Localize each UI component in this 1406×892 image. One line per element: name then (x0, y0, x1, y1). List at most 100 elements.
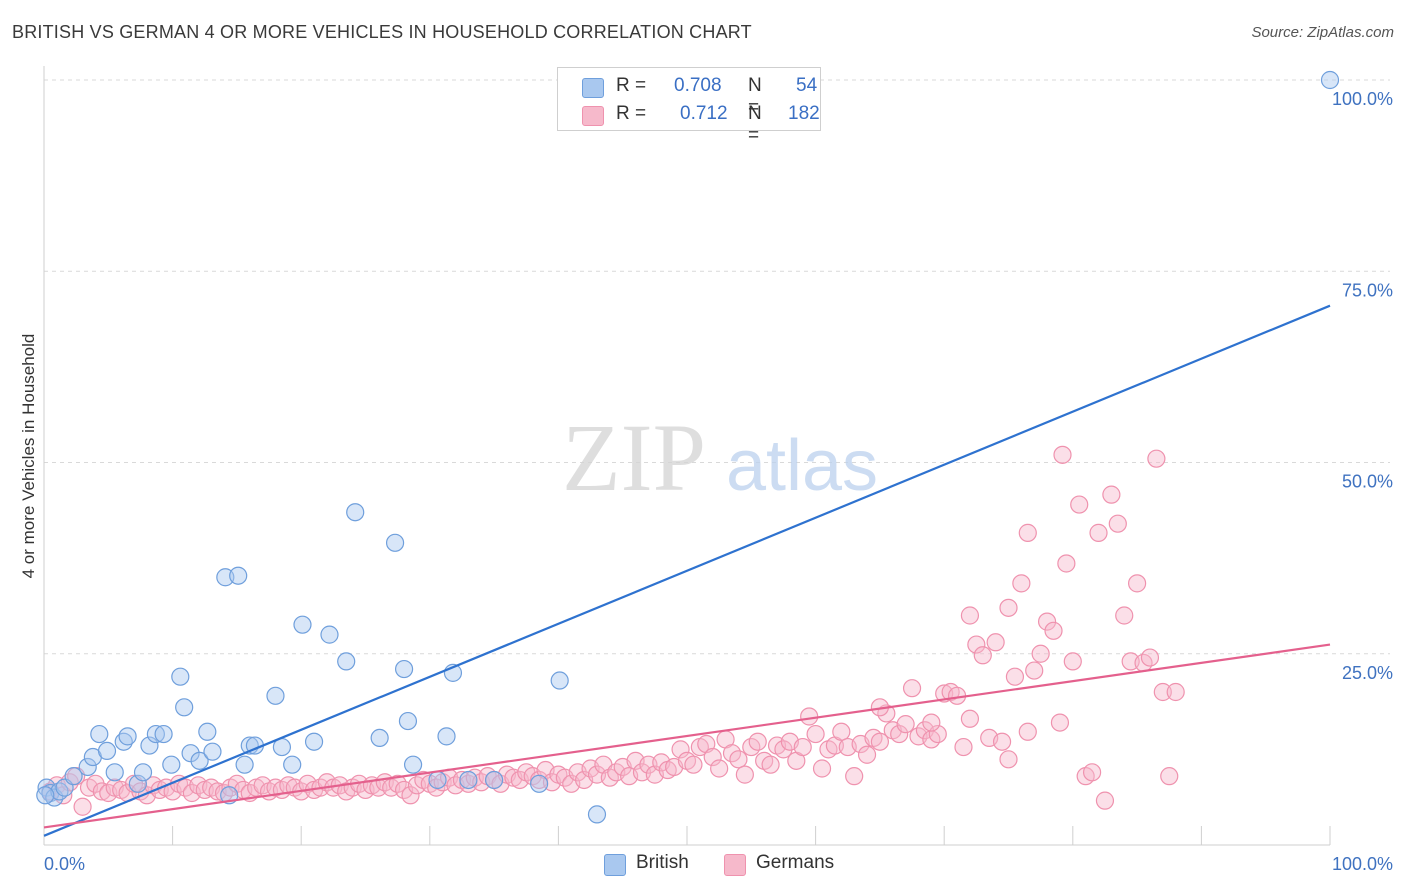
bottom-british-label: British (636, 852, 689, 873)
bottom-germans-label: Germans (756, 852, 835, 873)
germans-point (1070, 495, 1089, 514)
chart-title: BRITISH VS GERMAN 4 OR MORE VEHICLES IN … (12, 22, 752, 42)
germans-point (710, 759, 729, 778)
british-points (36, 70, 1340, 824)
british-point (283, 755, 302, 774)
germans-swatch (582, 106, 604, 126)
british-point (235, 755, 254, 774)
british-point (198, 722, 217, 741)
british-point (346, 503, 365, 522)
british-point (171, 667, 190, 686)
germans-point (1025, 661, 1044, 680)
british-point (190, 751, 209, 770)
germans-point (1127, 574, 1147, 593)
bottom-germans-swatch (724, 854, 746, 876)
germans-point (1012, 574, 1031, 593)
british-point (587, 805, 607, 824)
y-tick-label: 75.0% (1342, 280, 1393, 300)
zipatlas-watermark: ZIP atlas (562, 404, 878, 511)
germans-point (870, 732, 890, 751)
germans-point (1089, 523, 1108, 542)
british-r-label: R = (616, 75, 647, 96)
germans-point (401, 786, 420, 805)
germans-point (684, 755, 703, 774)
germans-point (1031, 644, 1050, 663)
germans-point (729, 750, 748, 769)
y-tick-label: 25.0% (1342, 663, 1393, 683)
british-point (337, 652, 356, 671)
british-point (428, 770, 447, 790)
british-n-label: N = (748, 75, 762, 118)
british-point (133, 763, 153, 782)
germans-point (1102, 485, 1121, 504)
british-point (175, 698, 194, 717)
british-point (64, 767, 83, 786)
british-point (146, 724, 165, 744)
germans-point (1153, 682, 1172, 702)
germans-point (999, 750, 1018, 769)
germans-point (800, 707, 819, 726)
germans-n-label: N = (748, 103, 762, 146)
grid-lines (44, 79, 1390, 655)
y-tick-label: 100.0% (1332, 89, 1393, 109)
germans-point (967, 635, 986, 654)
germans-r-value: 0.712 (680, 103, 728, 124)
correlation-legend: R = 0.708 N = 54 R = 0.712 N = 182 (557, 67, 821, 146)
british-n-value: 54 (796, 75, 818, 96)
germans-point (1166, 682, 1185, 702)
trend-lines (43, 304, 1331, 837)
germans-point (735, 765, 754, 784)
germans-point (1063, 652, 1082, 671)
germans-point (1057, 554, 1076, 573)
germans-point (960, 709, 980, 728)
germans-point (761, 755, 780, 774)
british-point (385, 533, 405, 552)
germans-r-label: R = (616, 103, 647, 124)
germans-point (1018, 523, 1037, 542)
british-point (78, 757, 97, 777)
germans-point (703, 747, 722, 767)
british-point (90, 724, 109, 744)
british-point (97, 741, 117, 761)
germans-trend-line (43, 643, 1331, 829)
germans-point (806, 724, 825, 744)
british-point (293, 615, 312, 634)
british-point (403, 755, 423, 774)
british-point (320, 625, 339, 644)
germans-point (1050, 713, 1070, 732)
british-point (530, 774, 549, 793)
british-point (105, 763, 124, 782)
germans-point (902, 679, 922, 698)
british-r-value: 0.708 (674, 75, 722, 96)
british-point (266, 686, 285, 705)
bottom-british-swatch (604, 854, 626, 876)
british-point (140, 736, 159, 755)
british-point (118, 727, 137, 746)
germans-point (857, 745, 877, 764)
germans-point (748, 732, 767, 751)
watermark-atlas: atlas (726, 426, 878, 506)
germans-point (928, 724, 947, 744)
british-point (229, 566, 248, 585)
germans-point (671, 740, 690, 759)
y-tick-label: 50.0% (1342, 472, 1393, 492)
germans-point (1082, 763, 1102, 782)
germans-point (1160, 767, 1179, 786)
x-tick-label: 100.0% (1332, 854, 1393, 874)
british-point (398, 711, 418, 731)
british-point (203, 742, 222, 761)
germans-point (1018, 722, 1037, 741)
germans-point (999, 598, 1018, 617)
germans-point (1108, 514, 1127, 533)
germans-point (1147, 449, 1166, 468)
germans-point (1053, 445, 1072, 464)
british-swatch (582, 78, 604, 98)
germans-point (954, 737, 973, 757)
british-point (162, 755, 181, 774)
germans-point (896, 715, 915, 734)
british-point (1320, 70, 1340, 90)
germans-point (960, 606, 980, 625)
british-point (485, 770, 504, 790)
source-label: Source: ZipAtlas.com (1251, 24, 1394, 41)
